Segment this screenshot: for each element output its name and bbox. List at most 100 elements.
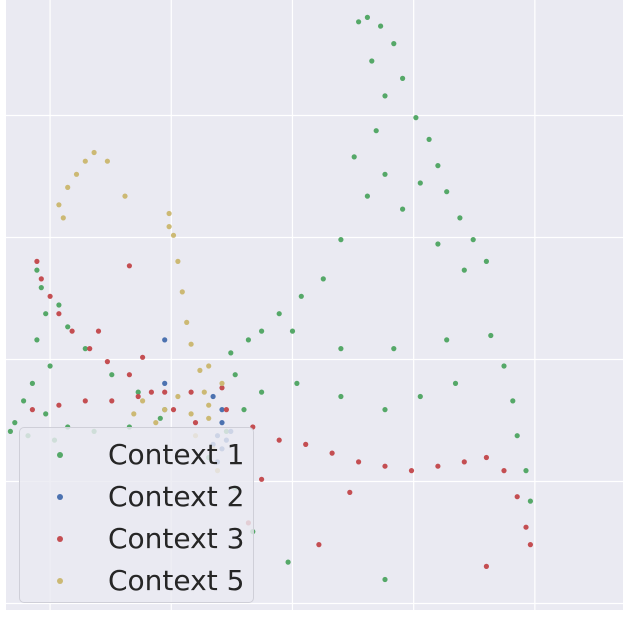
- legend-marker-context-1: [57, 452, 63, 458]
- data-point: [527, 542, 534, 548]
- legend-label-context-2: Context 2: [108, 480, 245, 513]
- data-point: [510, 398, 516, 404]
- data-point: [56, 202, 62, 208]
- data-point: [382, 407, 388, 413]
- legend-label-context-5: Context 5: [108, 564, 245, 597]
- data-point: [56, 402, 62, 408]
- data-point: [338, 346, 344, 352]
- data-point: [276, 311, 282, 317]
- data-point: [413, 115, 419, 121]
- data-point: [303, 441, 309, 447]
- data-point: [91, 149, 97, 156]
- data-point: [285, 559, 291, 565]
- data-point: [162, 407, 168, 413]
- data-point: [109, 372, 115, 378]
- data-point: [382, 171, 388, 177]
- data-point: [378, 23, 384, 29]
- legend-marker-context-2: [57, 494, 63, 500]
- data-point: [34, 337, 40, 343]
- data-point: [184, 319, 190, 325]
- legend: Context 1 Context 2 Context 3 Context 5: [19, 427, 254, 603]
- data-point: [73, 171, 80, 177]
- data-point: [82, 346, 88, 352]
- legend-entry-context-1: Context 1: [20, 434, 253, 474]
- data-point: [206, 402, 212, 408]
- series-context-3: [29, 258, 534, 570]
- series-context-1: [7, 14, 534, 583]
- data-point: [197, 367, 203, 373]
- data-point: [391, 41, 397, 47]
- data-point: [140, 398, 146, 404]
- legend-entry-context-2: Context 2: [20, 476, 253, 516]
- data-point: [56, 311, 62, 317]
- data-point: [188, 389, 194, 395]
- data-point: [12, 420, 18, 426]
- data-point: [170, 407, 177, 413]
- data-point: [245, 337, 251, 343]
- data-point: [483, 454, 489, 461]
- data-point: [201, 389, 207, 395]
- data-point: [289, 328, 296, 334]
- data-point: [47, 363, 53, 369]
- data-point: [43, 411, 49, 417]
- data-point: [109, 398, 115, 404]
- data-point: [95, 328, 102, 334]
- data-point: [461, 267, 467, 273]
- data-point: [241, 407, 247, 413]
- data-point: [444, 189, 450, 195]
- data-point: [259, 389, 265, 395]
- data-point: [351, 154, 357, 160]
- data-point: [56, 302, 62, 308]
- data-point: [408, 468, 415, 474]
- data-point: [34, 267, 40, 273]
- legend-entry-context-5: Context 5: [20, 560, 253, 600]
- data-point: [417, 180, 423, 186]
- data-point: [373, 128, 379, 134]
- data-point: [38, 285, 44, 291]
- data-point: [188, 341, 194, 347]
- data-point: [162, 337, 168, 343]
- data-point: [527, 498, 534, 504]
- data-point: [69, 328, 75, 334]
- legend-label-context-1: Context 1: [108, 438, 245, 471]
- data-point: [175, 258, 181, 264]
- data-point: [192, 420, 199, 426]
- data-point: [206, 415, 212, 421]
- data-point: [34, 258, 40, 264]
- data-point: [43, 311, 49, 317]
- data-point: [60, 215, 66, 221]
- data-point: [148, 389, 154, 395]
- data-point: [126, 372, 132, 378]
- data-point: [259, 328, 265, 334]
- data-point: [223, 407, 229, 413]
- data-point: [38, 276, 44, 282]
- data-point: [131, 411, 137, 417]
- data-point: [219, 420, 225, 426]
- data-point: [382, 93, 388, 99]
- data-point: [166, 224, 172, 230]
- data-point: [140, 354, 146, 360]
- data-point: [47, 293, 53, 299]
- data-point: [276, 437, 282, 443]
- legend-label-context-3: Context 3: [108, 522, 245, 555]
- data-point: [170, 232, 177, 238]
- data-point: [104, 359, 110, 365]
- data-point: [514, 494, 520, 500]
- data-point: [82, 158, 88, 164]
- data-point: [228, 350, 234, 356]
- data-point: [219, 385, 225, 391]
- data-point: [135, 389, 141, 395]
- data-point: [104, 158, 110, 164]
- data-point: [435, 163, 441, 169]
- data-point: [320, 276, 326, 282]
- data-point: [29, 407, 35, 413]
- data-point: [382, 576, 388, 583]
- data-point: [259, 476, 265, 482]
- data-point: [356, 19, 362, 25]
- data-point: [523, 524, 529, 530]
- data-point: [461, 459, 467, 465]
- data-point: [488, 332, 494, 339]
- data-point: [29, 380, 35, 386]
- data-point: [364, 193, 370, 199]
- data-point: [338, 237, 344, 243]
